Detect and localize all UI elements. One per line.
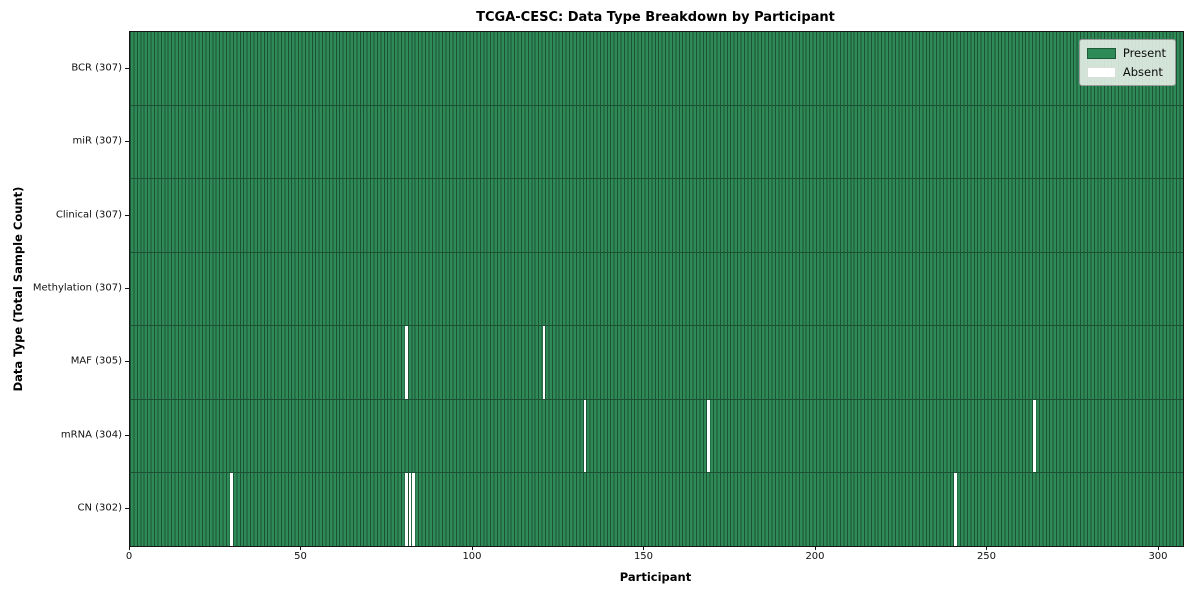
x-tick-label: 100 (462, 551, 482, 562)
heatmap-row-miR (130, 104, 1183, 179)
y-tick-label-CN: CN (302) (77, 502, 122, 514)
x-tick-mark (471, 546, 473, 550)
y-tick-mark (125, 141, 129, 143)
absent-cell (405, 326, 408, 399)
x-tick-mark (1157, 546, 1159, 550)
x-tick-mark (986, 546, 988, 550)
x-tick-label: 50 (294, 551, 307, 562)
absent-cell (230, 473, 233, 547)
legend-label-present: Present (1122, 46, 1166, 60)
chart-title: TCGA-CESC: Data Type Breakdown by Partic… (476, 10, 835, 25)
absent-cell (408, 473, 412, 547)
heatmap-plot-area (129, 31, 1184, 547)
heatmap-row-CN (130, 472, 1183, 547)
absent-cell (954, 473, 957, 547)
y-tick-label-MAF: MAF (305) (70, 355, 122, 367)
y-tick-mark (125, 361, 129, 363)
heatmap-row-Methylation (130, 251, 1183, 326)
legend-label-absent: Absent (1122, 65, 1163, 79)
legend-item-absent: Absent (1086, 65, 1166, 79)
y-axis-label: Data Type (Total Sample Count) (11, 186, 25, 392)
absent-cell (583, 399, 587, 473)
x-axis-label: Participant (619, 570, 692, 584)
y-tick-mark (125, 288, 129, 289)
heatmap-row-Clinical (130, 178, 1183, 252)
y-tick-mark (125, 67, 129, 69)
y-tick-label-Methylation: Methylation (307) (32, 282, 122, 294)
x-tick-mark (643, 546, 645, 550)
absent-swatch-icon (1086, 66, 1116, 78)
heatmap-row-MAF (130, 325, 1183, 399)
legend: Present Absent (1078, 39, 1176, 86)
y-tick-label-miR: miR (307) (72, 135, 122, 147)
absent-cell (405, 473, 408, 547)
y-tick-label-Clinical: Clinical (307) (55, 209, 122, 221)
x-tick-mark (300, 546, 302, 550)
absent-cell (542, 326, 546, 399)
x-tick-label: 300 (1148, 551, 1168, 562)
y-tick-mark (125, 508, 129, 510)
y-tick-label-BCR: BCR (307) (71, 62, 122, 74)
legend-item-present: Present (1086, 46, 1166, 60)
present-swatch-icon (1086, 47, 1116, 59)
x-tick-mark (814, 546, 816, 550)
x-tick-label: 200 (805, 551, 825, 562)
x-tick-label: 150 (633, 551, 654, 562)
y-tick-mark (125, 434, 129, 436)
heatmap-row-mRNA (130, 398, 1183, 473)
x-tick-label: 0 (125, 551, 133, 562)
absent-cell (412, 473, 415, 547)
y-tick-label-mRNA: mRNA (304) (60, 429, 122, 441)
heatmap-row-BCR (130, 32, 1183, 105)
absent-cell (1033, 399, 1036, 473)
x-tick-mark (129, 546, 130, 550)
x-tick-label: 250 (976, 551, 997, 562)
y-tick-mark (125, 214, 129, 216)
absent-cell (707, 399, 710, 473)
